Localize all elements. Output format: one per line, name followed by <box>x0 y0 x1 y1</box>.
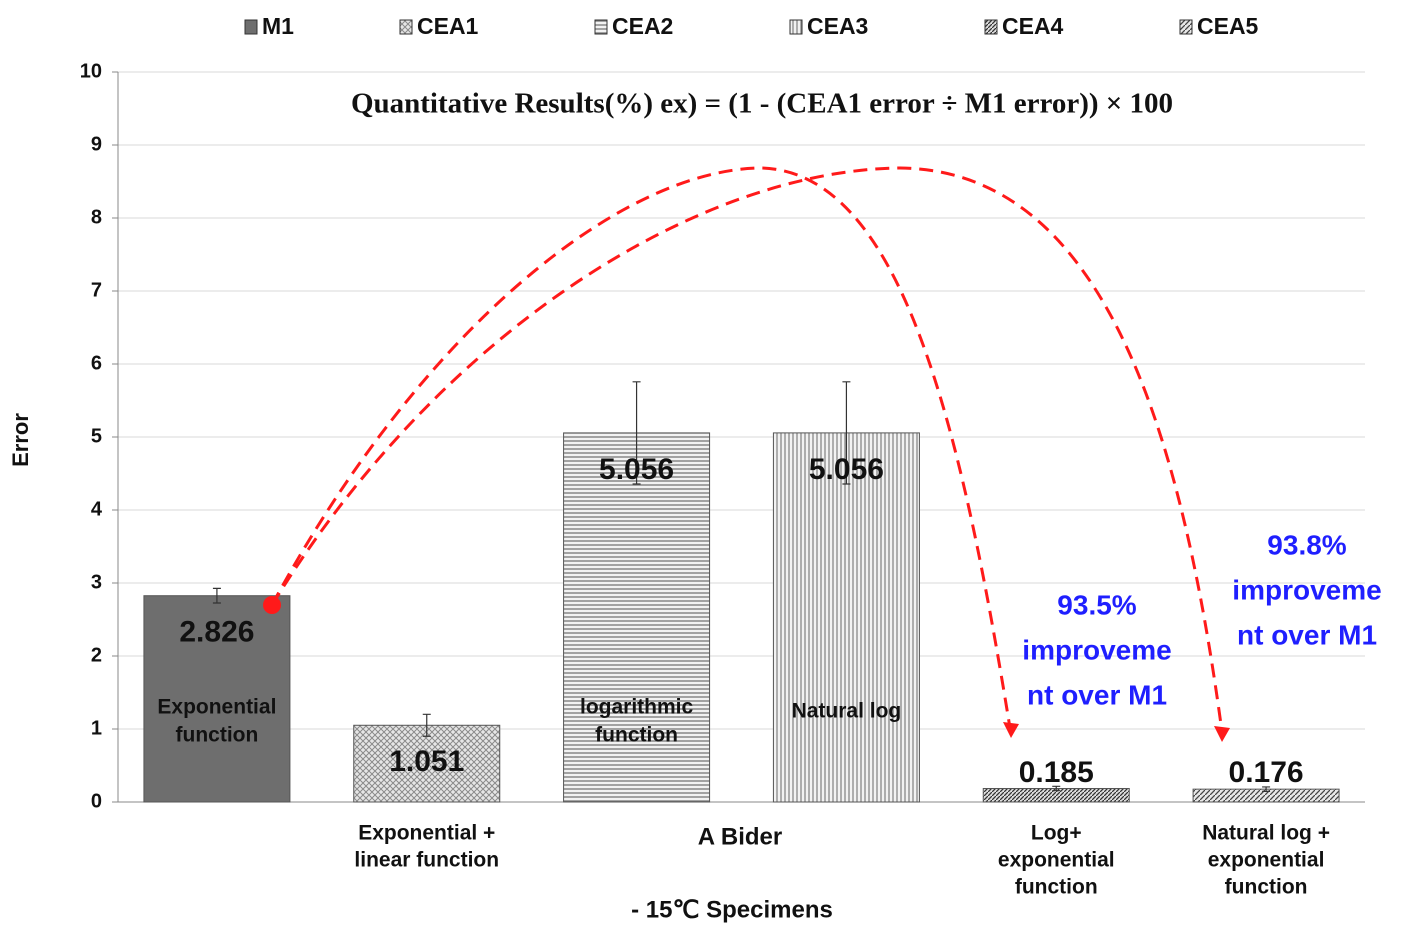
category-label: linear function <box>354 849 499 872</box>
category-label: exponential <box>1208 849 1325 872</box>
arrow <box>270 166 1224 733</box>
group-label: A Bider <box>698 823 782 850</box>
value-label: 5.056 <box>599 453 674 486</box>
value-label: 5.056 <box>809 453 884 486</box>
y-tick-label: 2 <box>91 644 102 666</box>
error-bar <box>1052 785 1061 792</box>
legend-swatch <box>789 19 803 35</box>
category-label: exponential <box>998 849 1115 872</box>
x-axis-label: - 15℃ Specimens <box>631 896 833 923</box>
chart-title: Quantitative Results(%) ex) = (1 - (CEA1… <box>351 88 1173 120</box>
y-tick-label: 0 <box>91 790 102 812</box>
y-tick-label: 6 <box>91 352 102 374</box>
arrow-head <box>1003 722 1230 742</box>
bar-label: function <box>595 724 678 747</box>
y-tick-label: 1 <box>91 717 102 739</box>
legend-label: CEA3 <box>807 13 868 39</box>
bar-label: logarithmic <box>580 696 694 719</box>
annotation: 93.5% <box>1057 589 1136 620</box>
y-axis-label: Error <box>8 413 33 467</box>
bars <box>143 381 1340 803</box>
value-label: 0.176 <box>1229 756 1304 789</box>
legend-label: CEA1 <box>417 13 479 39</box>
y-tick-label: 5 <box>91 425 102 447</box>
annotation: improveme <box>1232 574 1381 605</box>
legend-swatch <box>594 19 608 35</box>
arrow-origin <box>263 596 281 614</box>
labels: 2.826 Exponential function 1.051 Exponential… <box>157 453 1381 899</box>
y-tick-label: 3 <box>91 571 102 593</box>
category-label: Log+ <box>1031 822 1082 845</box>
y-tick-label: 7 <box>91 279 102 301</box>
legend-label: CEA5 <box>1197 13 1259 39</box>
annotation: nt over M1 <box>1027 679 1167 710</box>
value-label: 2.826 <box>179 616 254 649</box>
error-bar <box>212 587 221 604</box>
error-bar <box>1262 786 1271 792</box>
category-label: Exponential + <box>358 822 495 845</box>
legend-label: CEA2 <box>612 13 673 39</box>
legend-label: M1 <box>262 13 294 39</box>
annotation: 93.8% <box>1267 529 1346 560</box>
legend-swatch <box>399 19 413 35</box>
error-bar <box>632 381 641 485</box>
y-tick-label: 8 <box>91 206 102 228</box>
legend-label: CEA4 <box>1002 13 1064 39</box>
bar <box>563 432 711 803</box>
annotation: improveme <box>1022 634 1171 665</box>
error-bar <box>842 381 851 485</box>
legend-swatch <box>244 19 258 35</box>
annotation: nt over M1 <box>1237 619 1377 650</box>
legend-swatch <box>1179 19 1193 35</box>
category-label: Natural log + <box>1202 822 1330 845</box>
y-tick-label: 9 <box>91 133 102 155</box>
bar <box>772 432 920 803</box>
legend-swatch <box>984 19 998 35</box>
bar <box>143 595 291 803</box>
bar-label: Natural log <box>792 700 902 723</box>
y-tick-label: 10 <box>80 60 102 82</box>
error-bar <box>422 713 431 737</box>
grid: 0 1 2 3 4 5 6 7 8 9 10 <box>80 60 1365 812</box>
arrow <box>270 166 1012 729</box>
y-tick-label: 4 <box>91 498 103 520</box>
category-label: function <box>1225 876 1308 899</box>
category-label: function <box>1015 876 1098 899</box>
bar-label: Exponential <box>157 696 276 719</box>
value-label: 1.051 <box>389 745 464 778</box>
arrows <box>270 166 1224 733</box>
bar <box>353 724 501 803</box>
value-label: 0.185 <box>1019 756 1094 789</box>
bar-label: function <box>176 724 259 747</box>
